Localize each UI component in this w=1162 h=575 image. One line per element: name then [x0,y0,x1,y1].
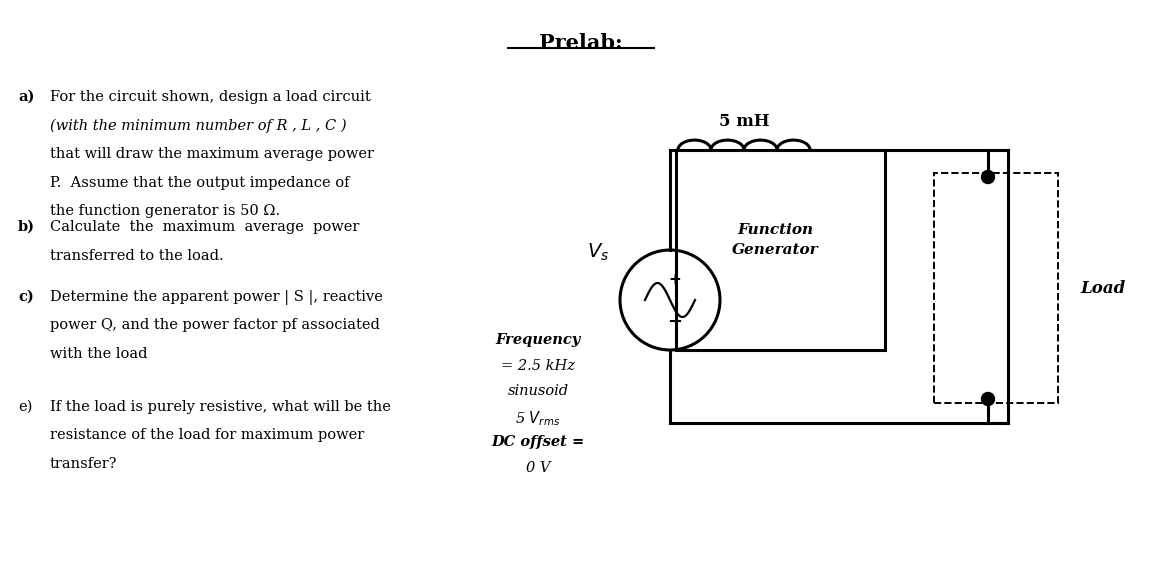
Text: sinusoid: sinusoid [508,384,568,398]
Text: Load: Load [1079,279,1125,297]
Text: −: − [667,313,682,331]
Text: transfer?: transfer? [50,457,117,471]
Text: power Q, and the power factor pf associated: power Q, and the power factor pf associa… [50,319,380,332]
Text: $\mathit{V}_s$: $\mathit{V}_s$ [587,242,609,263]
Text: that will draw the maximum average power: that will draw the maximum average power [50,147,374,161]
Circle shape [982,393,995,405]
Text: the function generator is 50 Ω.: the function generator is 50 Ω. [50,204,280,218]
Text: = 2.5 kHz: = 2.5 kHz [501,358,575,373]
Text: For the circuit shown, design a load circuit: For the circuit shown, design a load cir… [50,90,371,104]
Text: 0 V: 0 V [525,461,551,474]
Text: 5 $V_{rms}$: 5 $V_{rms}$ [516,409,560,428]
Text: If the load is purely resistive, what will be the: If the load is purely resistive, what wi… [50,400,390,414]
Text: c): c) [17,290,34,304]
Text: e): e) [17,400,33,414]
Text: DC offset =: DC offset = [492,435,584,449]
Text: Prelab:: Prelab: [539,33,623,53]
Text: +: + [668,273,681,288]
Text: a): a) [17,90,35,104]
Text: (with the minimum number of R , L , C ): (with the minimum number of R , L , C ) [50,118,346,133]
Text: 5 mH: 5 mH [718,113,769,130]
Text: P.  Assume that the output impedance of: P. Assume that the output impedance of [50,175,350,190]
Text: transferred to the load.: transferred to the load. [50,248,223,263]
Text: Determine the apparent power | S |, reactive: Determine the apparent power | S |, reac… [50,290,382,305]
Bar [676,150,885,350]
Text: Function
Generator: Function Generator [732,223,819,257]
Circle shape [982,171,995,183]
Bar [934,173,1057,403]
Text: Frequency: Frequency [495,333,581,347]
Text: with the load: with the load [50,347,148,361]
Text: b): b) [17,220,35,234]
Text: resistance of the load for maximum power: resistance of the load for maximum power [50,428,364,443]
Text: Calculate  the  maximum  average  power: Calculate the maximum average power [50,220,359,234]
